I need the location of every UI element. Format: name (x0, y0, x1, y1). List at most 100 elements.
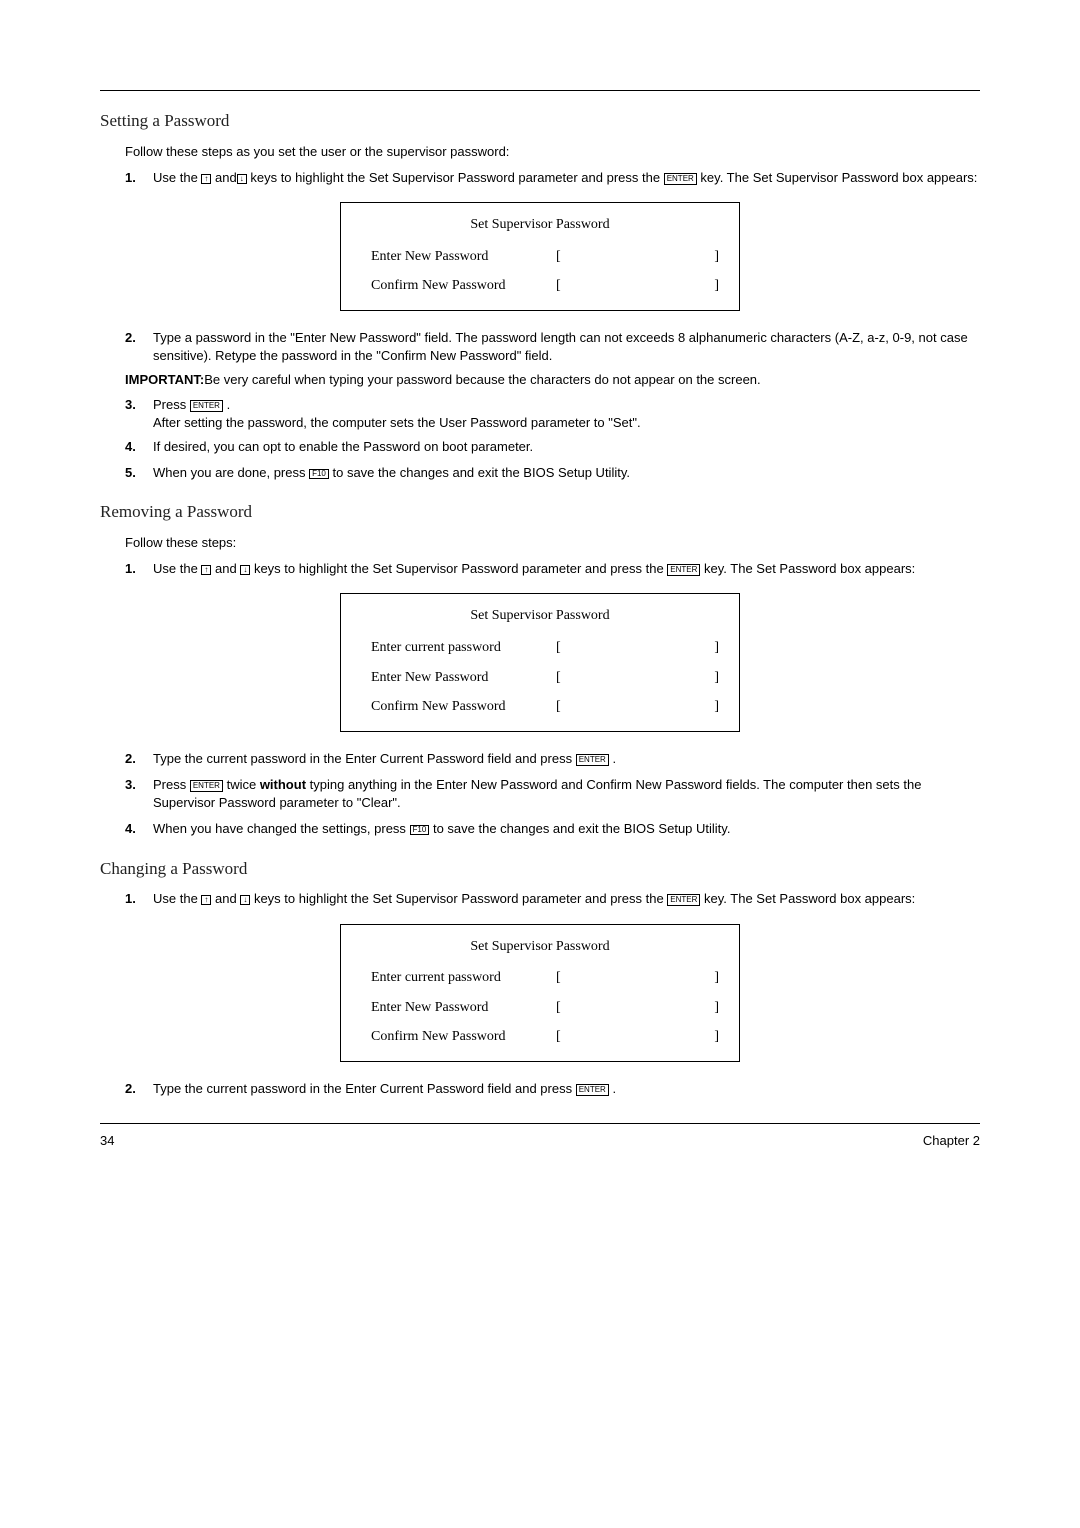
enter-key-icon: ENTER (576, 1084, 609, 1096)
text: Type the current password in the Enter C… (153, 751, 576, 766)
list-number: 2. (125, 1080, 136, 1098)
text: Use the (153, 891, 201, 906)
s1-step1: 1. Use the ↑ and↓ keys to highlight the … (125, 169, 980, 187)
dialog-row: Enter New Password [] (371, 998, 719, 1018)
list-number: 5. (125, 464, 136, 482)
dialog-label: Confirm New Password (371, 1027, 556, 1047)
s3-step2: 2. Type the current password in the Ente… (125, 1080, 980, 1098)
bracket: [ (556, 638, 576, 658)
bracket: [ (556, 1027, 576, 1047)
s2-step4: 4. When you have changed the settings, p… (125, 820, 980, 838)
bracket: ] (707, 998, 719, 1018)
text: and (211, 891, 240, 906)
dialog-row: Confirm New Password [] (371, 697, 719, 717)
text: Press (153, 397, 190, 412)
important-note: IMPORTANT:Be very careful when typing yo… (125, 371, 980, 389)
bracket: [ (556, 247, 576, 267)
text: Use the (153, 561, 201, 576)
bracket: ] (707, 1027, 719, 1047)
text: keys to highlight the Set Supervisor Pas… (250, 561, 667, 576)
list-number: 1. (125, 560, 136, 578)
text: . (609, 751, 616, 766)
top-rule (100, 90, 980, 91)
without-text: without (260, 777, 306, 792)
up-arrow-icon: ↑ (201, 174, 211, 184)
text: twice (223, 777, 260, 792)
setting-password-heading: Setting a Password (100, 109, 980, 133)
dialog-label: Enter New Password (371, 247, 556, 267)
bracket: [ (556, 968, 576, 988)
list-number: 3. (125, 396, 136, 414)
text: Use the (153, 170, 201, 185)
removing-intro: Follow these steps: (125, 534, 980, 552)
dialog-row: Enter current password [] (371, 638, 719, 658)
dialog-row: Enter current password [] (371, 968, 719, 988)
f10-key-icon: F10 (309, 469, 329, 479)
list-number: 4. (125, 438, 136, 456)
list-number: 1. (125, 169, 136, 187)
up-arrow-icon: ↑ (201, 895, 211, 905)
text: keys to highlight the Set Supervisor Pas… (247, 170, 664, 185)
bottom-rule (100, 1123, 980, 1124)
s2-step3: 3. Press ENTER twice without typing anyt… (125, 776, 980, 812)
text: to save the changes and exit the BIOS Se… (429, 821, 730, 836)
text: When you are done, press (153, 465, 309, 480)
dialog-title: Set Supervisor Password (361, 937, 719, 957)
bracket: [ (556, 276, 576, 296)
bracket: ] (707, 638, 719, 658)
setting-intro: Follow these steps as you set the user o… (125, 143, 980, 161)
text: and (211, 561, 240, 576)
s3-step1: 1. Use the ↑ and ↓ keys to highlight the… (125, 890, 980, 908)
set-password-dialog-3: Set Supervisor Password Enter current pa… (340, 924, 740, 1062)
important-text: Be very careful when typing your passwor… (204, 372, 760, 387)
enter-key-icon: ENTER (664, 173, 697, 185)
dialog-label: Enter current password (371, 968, 556, 988)
dialog-row: Enter New Password [] (371, 247, 719, 267)
dialog-label: Confirm New Password (371, 276, 556, 296)
bracket: ] (707, 276, 719, 296)
text: key. The Set Supervisor Password box app… (697, 170, 978, 185)
s2-step2: 2. Type the current password in the Ente… (125, 750, 980, 768)
dialog-label: Enter current password (371, 638, 556, 658)
text: key. The Set Password box appears: (700, 891, 915, 906)
set-password-dialog-1: Set Supervisor Password Enter New Passwo… (340, 202, 740, 311)
down-arrow-icon: ↓ (237, 174, 247, 184)
list-number: 4. (125, 820, 136, 838)
dialog-row: Confirm New Password [] (371, 276, 719, 296)
dialog-title: Set Supervisor Password (361, 606, 719, 626)
bracket: [ (556, 998, 576, 1018)
dialog-row: Confirm New Password [] (371, 1027, 719, 1047)
dialog-row: Enter New Password [] (371, 668, 719, 688)
list-number: 2. (125, 750, 136, 768)
list-number: 1. (125, 890, 136, 908)
text: Press (153, 777, 190, 792)
page-number: 34 (100, 1132, 114, 1150)
page-footer: 34 Chapter 2 (100, 1132, 980, 1150)
dialog-title: Set Supervisor Password (361, 215, 719, 235)
dialog-label: Enter New Password (371, 668, 556, 688)
up-arrow-icon: ↑ (201, 565, 211, 575)
enter-key-icon: ENTER (667, 894, 700, 906)
bracket: ] (707, 668, 719, 688)
enter-key-icon: ENTER (190, 780, 223, 792)
bracket: [ (556, 697, 576, 717)
chapter-label: Chapter 2 (923, 1132, 980, 1150)
text: If desired, you can opt to enable the Pa… (153, 439, 533, 454)
f10-key-icon: F10 (410, 825, 430, 835)
important-label: IMPORTANT: (125, 372, 204, 387)
removing-password-heading: Removing a Password (100, 500, 980, 524)
changing-password-heading: Changing a Password (100, 857, 980, 881)
bracket: ] (707, 247, 719, 267)
text: Type the current password in the Enter C… (153, 1081, 576, 1096)
text: Type a password in the "Enter New Passwo… (153, 330, 968, 363)
text: . (609, 1081, 616, 1096)
text: When you have changed the settings, pres… (153, 821, 410, 836)
text: After setting the password, the computer… (153, 415, 641, 430)
down-arrow-icon: ↓ (240, 895, 250, 905)
bracket: ] (707, 697, 719, 717)
s1-step5: 5. When you are done, press F10 to save … (125, 464, 980, 482)
bracket: [ (556, 668, 576, 688)
bracket: ] (707, 968, 719, 988)
down-arrow-icon: ↓ (240, 565, 250, 575)
list-number: 3. (125, 776, 136, 794)
